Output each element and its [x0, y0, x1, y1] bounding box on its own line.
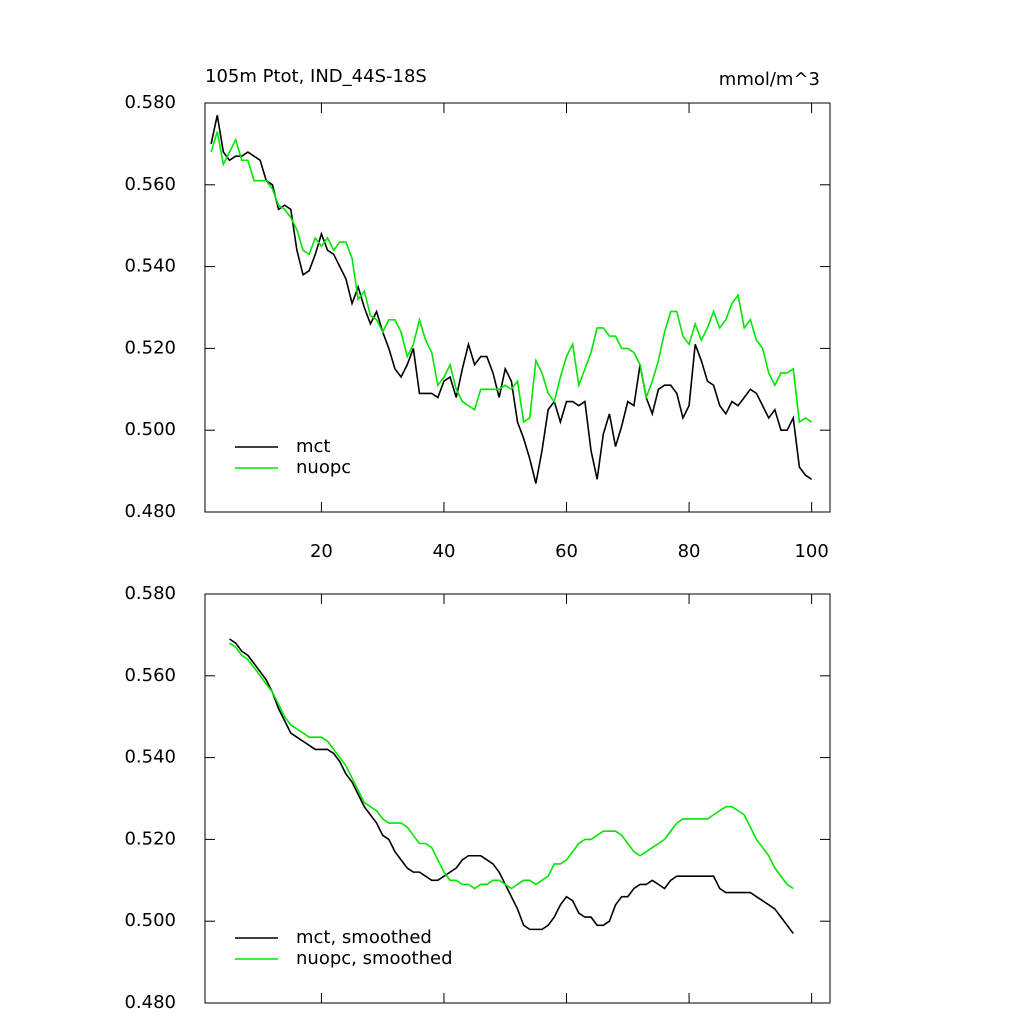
x-tick-label: 80 [678, 541, 701, 562]
legend-label: mct [296, 436, 331, 457]
y-tick-label: 0.480 [124, 501, 176, 522]
series-line [210, 115, 813, 484]
chart-title: 105m Ptot, IND_44S-18S [205, 66, 427, 87]
y-tick-label: 0.560 [124, 174, 176, 195]
y-tick-label: 0.500 [124, 419, 176, 440]
y-tick-label: 0.480 [124, 992, 176, 1013]
legend-label: mct, smoothed [296, 927, 432, 948]
plot-frame [204, 593, 831, 1004]
series-line [229, 642, 794, 890]
y-tick-label: 0.580 [124, 583, 176, 604]
series-line [210, 131, 813, 424]
y-tick-label: 0.520 [124, 337, 176, 358]
y-tick-label: 0.560 [124, 665, 176, 686]
x-tick-label: 40 [433, 541, 456, 562]
series-line [229, 638, 794, 934]
y-tick-label: 0.540 [124, 256, 176, 277]
y-tick-label: 0.520 [124, 828, 176, 849]
y-tick-label: 0.500 [124, 910, 176, 931]
legend-label: nuopc [296, 457, 351, 478]
y-tick-label: 0.580 [124, 92, 176, 113]
plot-frame [204, 102, 831, 513]
legend-label: nuopc, smoothed [296, 948, 453, 969]
x-tick-label: 20 [310, 541, 333, 562]
x-tick-label: 60 [555, 541, 578, 562]
y-tick-label: 0.540 [124, 747, 176, 768]
x-tick-label: 100 [794, 541, 828, 562]
units-label: mmol/m^3 [719, 69, 820, 90]
